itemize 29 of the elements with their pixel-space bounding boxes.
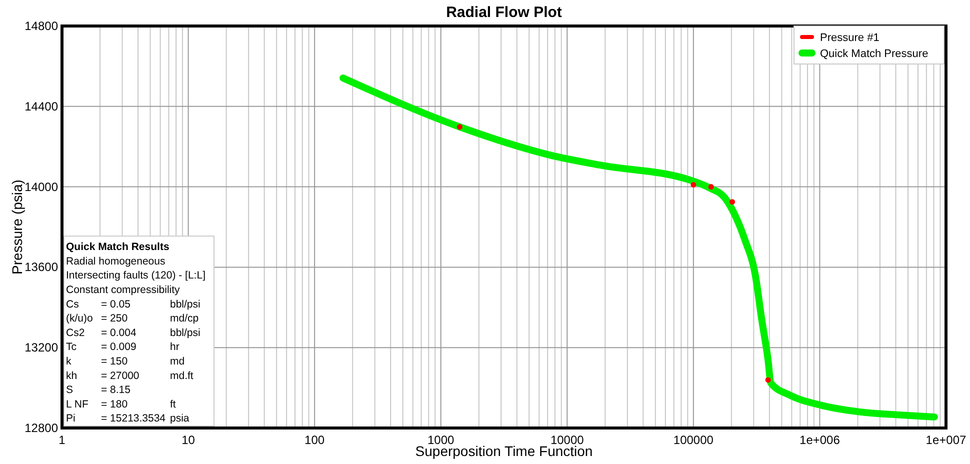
text: Pi = 15213.3534 psia: [66, 412, 190, 425]
annotation: Radial homogeneous: [66, 255, 166, 268]
annotation: Quick Match Results: [66, 241, 170, 254]
y-tick-label: 14000: [24, 180, 58, 194]
y-tick-label: 14400: [24, 99, 58, 114]
y-tick-label: 13200: [24, 340, 58, 355]
x-tick-label: 1: [58, 433, 66, 447]
y-tick-label: 13600: [24, 260, 58, 274]
text: (k/u)o = 250 md/cp: [66, 312, 199, 325]
legend-label: Pressure #1: [820, 32, 880, 44]
text: L NF = 180 ft: [66, 398, 176, 410]
text: Cs = 0.05 bbl/psi: [66, 298, 200, 310]
y-tick-label: 12800: [24, 421, 58, 435]
x-tick-label: 1e+006: [800, 433, 840, 447]
annotation: Intersecting faults (120) - [L:L]: [66, 270, 206, 282]
text: k = 150 md: [66, 356, 185, 368]
x-tick-label: 100: [304, 433, 325, 447]
text: kh = 27000 md.ft: [66, 370, 194, 382]
text: S = 8.15: [66, 384, 130, 396]
x-tick-label: 100000: [673, 433, 714, 447]
x-tick-label: 10: [182, 433, 196, 447]
y-axis-title: Pressure (psia): [9, 180, 25, 274]
x-tick-label: 1e+007: [926, 433, 967, 447]
legend-label: Quick Match Pressure: [820, 48, 928, 60]
annotation: Constant compressibility: [66, 284, 181, 296]
text: Cs2 = 0.004 bbl/psi: [66, 326, 200, 339]
y-tick-label: 14800: [24, 19, 58, 33]
text: Tc = 0.009 hr: [66, 341, 180, 354]
chart-title: Radial Flow Plot: [446, 4, 562, 21]
